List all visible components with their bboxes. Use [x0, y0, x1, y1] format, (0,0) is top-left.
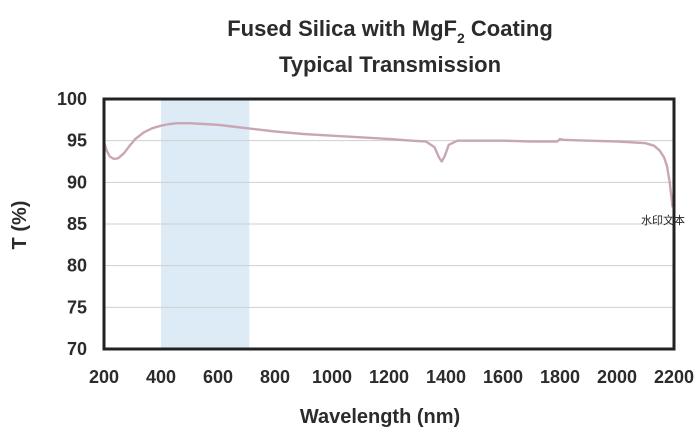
x-tick-label-200: 200 [89, 367, 119, 387]
y-tick-label-100: 100 [57, 89, 87, 109]
x-tick-label-400: 400 [146, 367, 176, 387]
y-tick-label-95: 95 [67, 131, 87, 151]
x-tick-label-1400: 1400 [426, 367, 466, 387]
plot-frame [102, 97, 676, 351]
chart-title-line1: Fused Silica with MgF2 Coating [227, 16, 553, 46]
y-axis-label: T (%) [9, 201, 31, 250]
y-tick-label-80: 80 [67, 256, 87, 276]
y-axis-ticks: 100 95 90 85 80 75 70 [57, 89, 87, 359]
x-tick-label-1200: 1200 [369, 367, 409, 387]
x-axis-label: Wavelength (nm) [300, 406, 460, 428]
y-tick-label-70: 70 [67, 339, 87, 359]
x-tick-label-1800: 1800 [540, 367, 580, 387]
x-axis-ticks: 200 400 600 800 1000 1200 1400 1600 1800 2000 2200 [89, 367, 694, 387]
x-tick-label-600: 600 [203, 367, 233, 387]
x-tick-label-800: 800 [260, 367, 290, 387]
transmission-line [102, 121, 674, 208]
x-tick-label-1000: 1000 [312, 367, 352, 387]
x-tick-label-1600: 1600 [483, 367, 523, 387]
chart-title-line2: Typical Transmission [279, 52, 501, 77]
y-tick-label-85: 85 [67, 214, 87, 234]
x-tick-label-2000: 2000 [597, 367, 637, 387]
y-tick-label-75: 75 [67, 297, 87, 317]
x-tick-label-2200: 2200 [654, 367, 694, 387]
watermark-text: 水印文本 [641, 213, 685, 227]
y-tick-label-90: 90 [67, 172, 87, 192]
